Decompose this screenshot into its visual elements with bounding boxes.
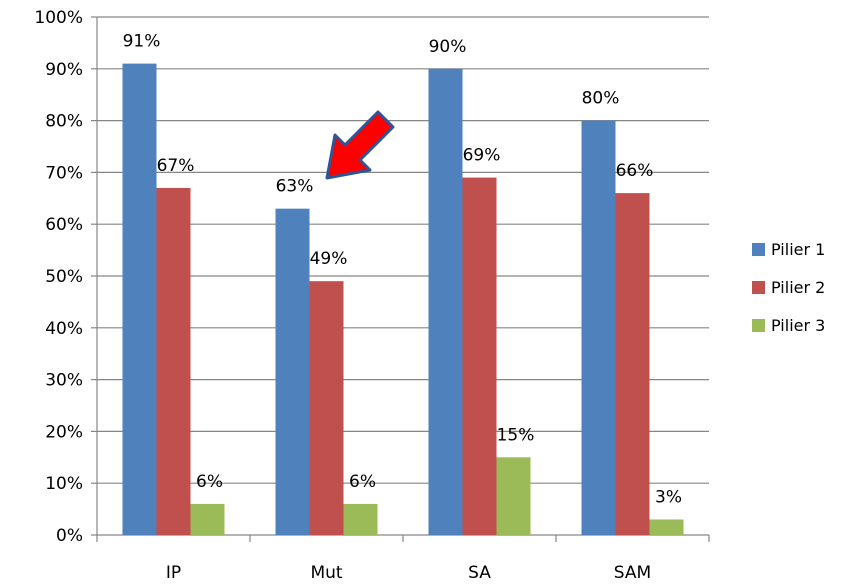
bar	[275, 208, 310, 535]
y-tick-label: 70%	[45, 163, 83, 183]
data-label: 15%	[497, 425, 535, 445]
y-tick-label: 30%	[45, 371, 83, 391]
legend-item-series-3: Pilier 3	[752, 312, 846, 338]
legend-swatch-series-2	[752, 280, 765, 294]
y-axis: 0% 10% 20% 30% 40% 50% 60% 70% 80% 90% 100%	[34, 8, 98, 546]
data-label: 6%	[196, 472, 223, 492]
pointer-arrow-icon	[325, 110, 395, 180]
data-label: 49%	[310, 249, 348, 269]
data-label: 69%	[463, 146, 501, 166]
y-tick-label: 10%	[45, 474, 83, 494]
bar	[428, 68, 463, 536]
y-tick-label: 50%	[45, 267, 83, 287]
bar	[649, 519, 684, 535]
legend-item-series-2: Pilier 2	[752, 274, 846, 300]
y-tick-label: 90%	[45, 60, 83, 80]
legend-swatch-series-1	[752, 242, 765, 256]
legend-label-series-1: Pilier 1	[771, 239, 826, 259]
x-tick-label: IP	[166, 563, 181, 583]
x-tick-label: Mut	[310, 563, 342, 583]
gridlines	[97, 16, 709, 484]
bar	[156, 187, 191, 535]
bar	[122, 63, 157, 536]
bar	[190, 503, 225, 535]
bar	[343, 503, 378, 535]
x-tick-label: SA	[468, 563, 491, 583]
bar	[615, 193, 650, 535]
bar	[496, 457, 531, 535]
bars	[122, 63, 684, 536]
bar	[309, 281, 344, 535]
y-tick-label: 0%	[56, 526, 83, 546]
data-labels: 91% 67% 6% 63% 49% 6% 90% 69% 15% 80% 66% 3%	[123, 32, 682, 508]
legend: Pilier 1 Pilier 2 Pilier 3	[752, 236, 846, 350]
data-label: 90%	[429, 37, 467, 57]
legend-label-series-3: Pilier 3	[771, 315, 826, 335]
data-label: 3%	[655, 487, 682, 507]
y-tick-label: 80%	[45, 112, 83, 132]
data-label: 66%	[616, 161, 654, 181]
y-tick-label: 60%	[45, 215, 83, 235]
y-tick-label: 20%	[45, 422, 83, 442]
y-tick-label: 100%	[34, 8, 83, 28]
data-label: 6%	[349, 472, 376, 492]
data-label: 63%	[276, 177, 314, 197]
bar	[462, 177, 497, 535]
bar	[581, 120, 616, 535]
legend-item-series-1: Pilier 1	[752, 236, 846, 262]
x-axis: IP Mut SA SAM	[96, 534, 710, 583]
x-tick-label: SAM	[614, 563, 651, 583]
legend-swatch-series-3	[752, 318, 765, 332]
data-label: 67%	[157, 156, 195, 176]
data-label: 80%	[582, 89, 620, 109]
legend-label-series-2: Pilier 2	[771, 277, 826, 297]
data-label: 91%	[123, 32, 161, 52]
y-tick-label: 40%	[45, 319, 83, 339]
